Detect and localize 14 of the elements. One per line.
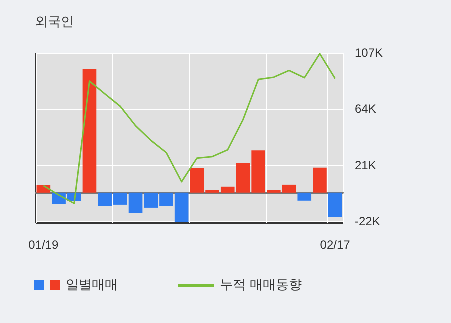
x-tick-label: 02/17 bbox=[320, 238, 351, 252]
y-tick-label: 21K bbox=[355, 158, 376, 172]
y-tick-label: 64K bbox=[355, 102, 376, 116]
legend-label: 누적 매매동향 bbox=[220, 277, 302, 294]
chart-title: 외국인 bbox=[35, 14, 74, 29]
bar bbox=[82, 68, 97, 193]
y-tick-label: -22K bbox=[355, 214, 380, 229]
legend-label: 일별매매 bbox=[66, 277, 118, 294]
line-series bbox=[42, 53, 336, 204]
bar bbox=[313, 168, 327, 193]
y-tick-label: 107K bbox=[355, 46, 384, 60]
bar bbox=[298, 192, 312, 201]
x-tick-label: 01/19 bbox=[28, 238, 60, 252]
bar bbox=[328, 192, 342, 217]
